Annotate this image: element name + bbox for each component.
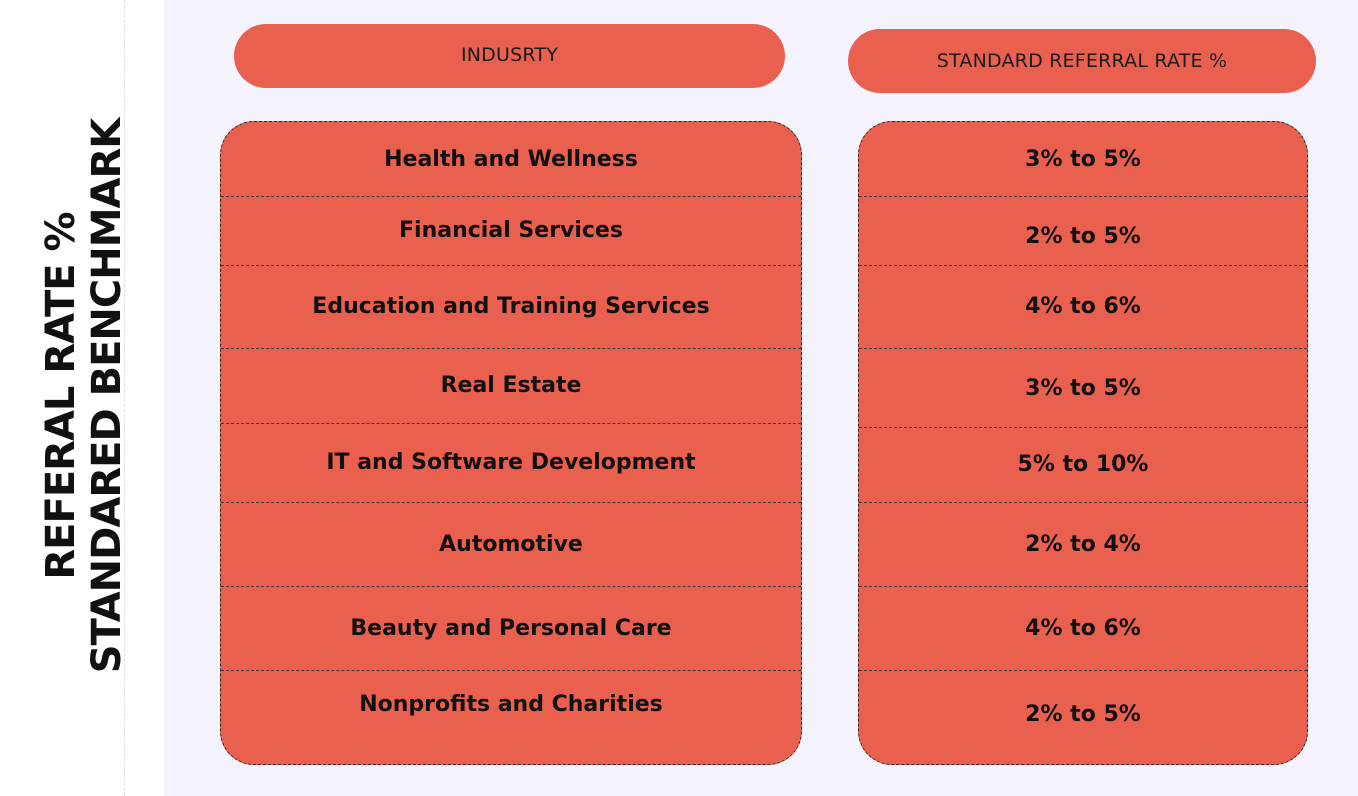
industry-column: Health and Wellness Financial Services E…: [220, 121, 802, 765]
industry-cell: Automotive: [439, 531, 583, 557]
rate-cell: 2% to 5%: [1025, 701, 1141, 727]
rate-cell: 3% to 5%: [1025, 375, 1141, 401]
rate-cell: 4% to 6%: [1025, 615, 1141, 641]
row-divider: [859, 265, 1307, 266]
side-title-line1: REFERAL RATE %: [38, 212, 84, 580]
row-divider: [221, 348, 801, 349]
side-divider: [124, 0, 125, 796]
row-divider: [221, 502, 801, 503]
row-divider: [221, 265, 801, 266]
rate-cell: 2% to 5%: [1025, 223, 1141, 249]
industry-cell: Beauty and Personal Care: [350, 615, 672, 641]
industry-cell: IT and Software Development: [326, 450, 696, 475]
row-divider: [859, 502, 1307, 503]
row-divider: [859, 427, 1307, 428]
industry-header: INDUSRTY: [234, 24, 785, 88]
row-divider: [221, 196, 801, 197]
industry-cell: Nonprofits and Charities: [359, 691, 663, 717]
side-title-line2: STANDARED BENCHMARK: [84, 118, 130, 674]
side-title: REFERAL RATE % STANDARED BENCHMARK: [38, 119, 130, 674]
rate-cell: 2% to 4%: [1025, 531, 1141, 557]
industry-cell: Education and Training Services: [312, 294, 710, 319]
row-divider: [221, 586, 801, 587]
industry-cell: Financial Services: [399, 218, 623, 243]
rate-cell: 5% to 10%: [1017, 452, 1149, 477]
industry-cell: Health and Wellness: [384, 146, 638, 172]
side-banner: REFERAL RATE % STANDARED BENCHMARK: [0, 0, 164, 796]
row-divider: [859, 670, 1307, 671]
rate-column: 3% to 5% 2% to 5% 4% to 6% 3% to 5% 5% t…: [858, 121, 1308, 765]
industry-cell: Real Estate: [440, 373, 582, 398]
rate-cell: 4% to 6%: [1025, 294, 1141, 319]
row-divider: [859, 348, 1307, 349]
row-divider: [859, 586, 1307, 587]
rate-cell: 3% to 5%: [1025, 146, 1141, 172]
row-divider: [221, 423, 801, 424]
row-divider: [221, 670, 801, 671]
rate-header: STANDARD REFERRAL RATE %: [848, 29, 1316, 93]
row-divider: [859, 196, 1307, 197]
